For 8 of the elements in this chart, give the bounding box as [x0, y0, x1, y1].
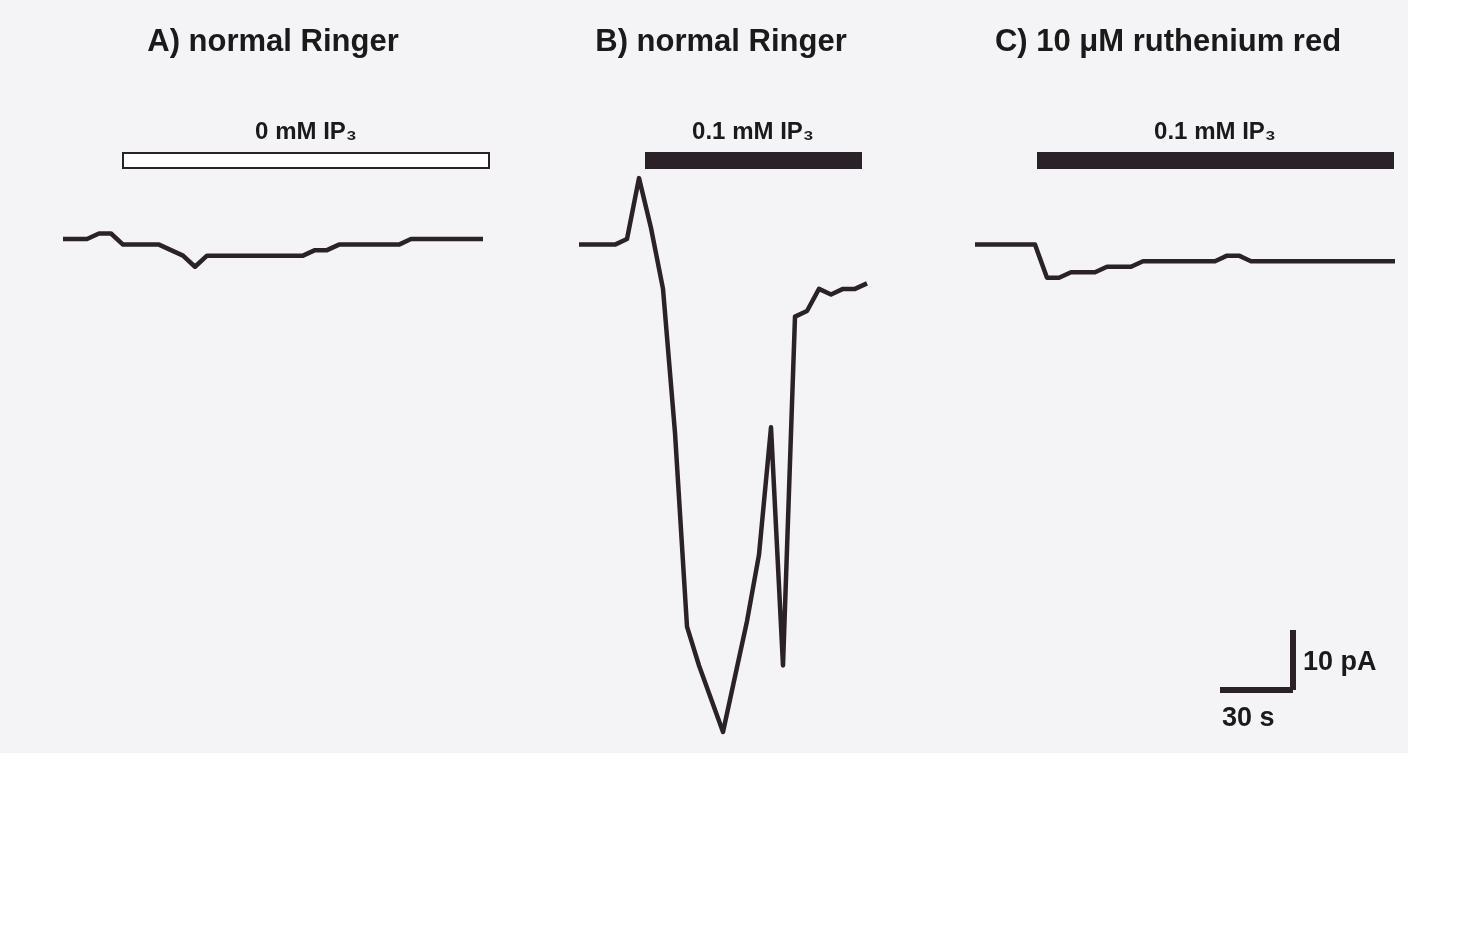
annotation: 10 pA	[1303, 646, 1377, 676]
text: A) normal Ringer	[147, 23, 399, 58]
text: 0 mM IP₃	[255, 117, 357, 144]
text: 0.1 mM IP₃	[1154, 117, 1276, 144]
annotation: 30 s	[1222, 702, 1275, 732]
text: C) 10 μM ruthenium red	[994, 23, 1342, 58]
text: B) normal Ringer	[595, 23, 847, 58]
text: 0.1 mM IP₃	[692, 117, 814, 144]
